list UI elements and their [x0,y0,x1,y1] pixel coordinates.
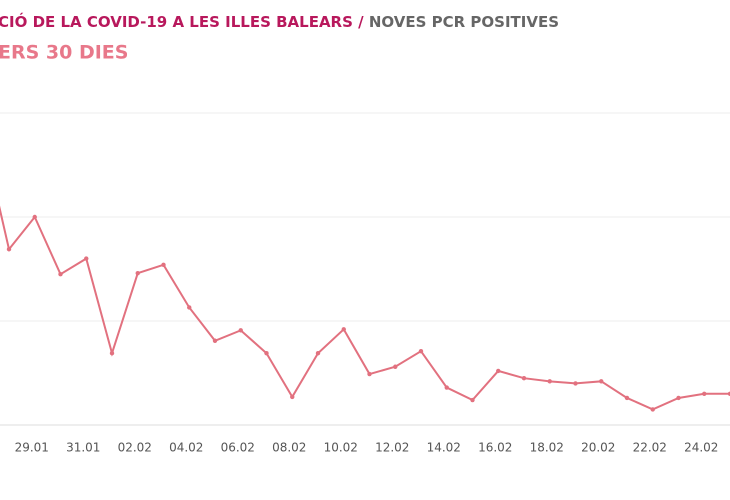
point [341,327,346,332]
chart-subtitle: ERS 30 DIES [0,42,128,64]
point [135,270,140,276]
point [109,351,115,356]
x-tick-label: 14.02 [427,441,461,455]
point [624,395,630,401]
x-tick-label: 24.02 [684,441,718,455]
point [676,395,681,401]
x-tick-label: 04.02 [169,441,203,455]
chart-title: CIÓ DE LA COVID-19 A LES ILLES BALEARS /… [0,12,559,31]
point [702,391,707,396]
title-part: CIÓ DE LA COVID-19 A LES ILLES BALEARS / [0,12,364,31]
point [418,348,424,354]
point [547,379,552,384]
point [470,397,475,403]
x-tick-label: 22.02 [633,441,667,455]
point [32,214,37,220]
point [161,262,166,268]
point [496,368,501,374]
point [58,272,63,277]
x-tick-label: 31.01 [66,441,100,455]
x-tick-label: 02.02 [118,441,152,455]
point [6,247,12,252]
point [444,385,449,390]
point [187,305,192,310]
line [0,205,730,411]
x-tick-label: 08.02 [272,441,306,455]
point [264,351,269,356]
point [727,391,730,396]
point [290,394,295,400]
x-tick-label: 06.02 [221,441,255,455]
point [521,376,527,381]
x-tick-label: 10.02 [324,441,358,455]
x-tick-label: 18.02 [530,441,564,455]
point [212,338,218,343]
point [393,364,398,369]
point [573,381,578,386]
point [650,407,655,412]
title-suffix: NOVES PCR POSITIVES [369,13,559,31]
point [84,256,89,261]
x-tick-label: 29.01 [15,441,49,455]
x-tick-label: 12.02 [375,441,409,455]
point [315,351,321,356]
point [238,328,243,333]
point [367,371,372,377]
point [599,379,604,384]
x-tick-label: 16.02 [478,441,512,455]
x-tick-label: 20.02 [581,441,615,455]
